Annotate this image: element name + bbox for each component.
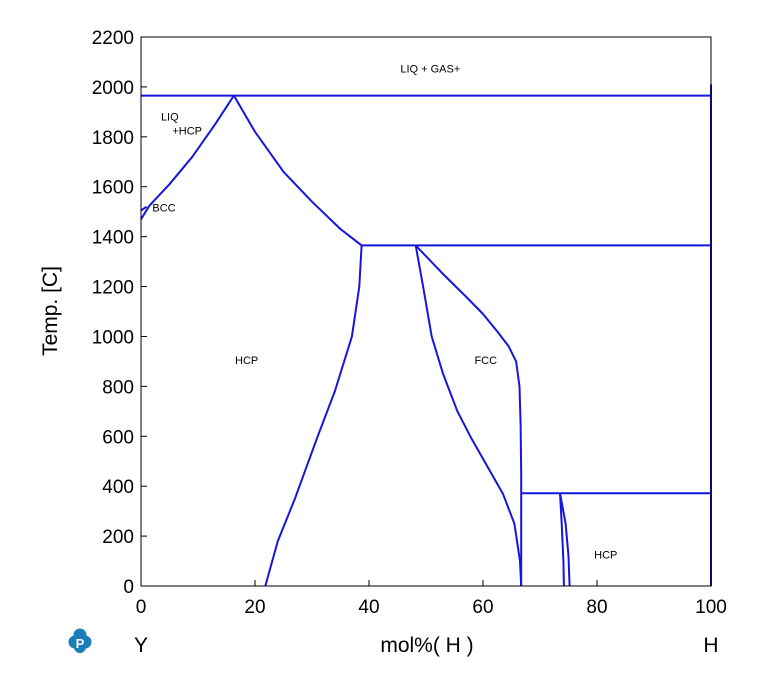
phase-boundary-line-12 [559, 493, 571, 587]
y-tick-label: 0 [123, 577, 134, 598]
x-tick-label: 20 [244, 597, 265, 618]
y-tick-label: 1800 [92, 128, 134, 149]
phase-boundaries [140, 84, 712, 587]
phase-boundary-line-7 [414, 245, 523, 587]
y-tick-label: 1400 [92, 228, 134, 249]
y-tick-label: 1000 [92, 327, 134, 348]
y-tick-label: 800 [102, 377, 134, 398]
plot-frame [140, 36, 712, 587]
phase-boundary-line-2 [140, 95, 235, 220]
x-tick-label: 40 [358, 597, 379, 618]
x-tick-label: 60 [472, 597, 493, 618]
y-tick-label: 200 [102, 527, 134, 548]
region-label: BCC [152, 203, 175, 215]
right-endpoint-label: H [703, 634, 718, 657]
region-labels: LIQ + GAS+ LIQ+HCP BCC HCP FCC HCP [152, 64, 617, 562]
region-label: LIQ + GAS+ [400, 64, 460, 76]
phase-boundary-line-8 [414, 244, 523, 493]
phase-boundary-line-11 [559, 493, 565, 587]
region-label: HCP [594, 550, 617, 562]
phase-boundary-line-6 [264, 245, 363, 587]
y-tick-label: 2000 [92, 78, 134, 99]
axis-ticks [140, 36, 712, 587]
phase-boundary-line-3 [233, 95, 363, 247]
pandat-logo-icon: P [68, 628, 92, 653]
tick-labels: 0200400600800100012001400160018002000220… [92, 28, 727, 618]
region-label: +HCP [172, 125, 202, 137]
x-tick-label: 0 [136, 597, 147, 618]
y-tick-label: 2200 [92, 28, 134, 49]
x-axis-title: mol%( H ) [380, 634, 473, 657]
region-label: LIQ [161, 112, 179, 124]
left-endpoint-label: Y [134, 634, 148, 657]
y-tick-label: 1200 [92, 278, 134, 299]
svg-text:P: P [76, 636, 85, 651]
y-axis-title: Temp. [C] [39, 266, 62, 356]
region-label: HCP [235, 355, 258, 367]
x-tick-label: 80 [586, 597, 607, 618]
y-tick-label: 1600 [92, 178, 134, 199]
phase-boundary-line-4 [140, 205, 148, 212]
y-tick-label: 400 [102, 477, 134, 498]
y-tick-label: 600 [102, 427, 134, 448]
x-tick-label: 100 [695, 597, 727, 618]
region-label: FCC [474, 355, 497, 367]
